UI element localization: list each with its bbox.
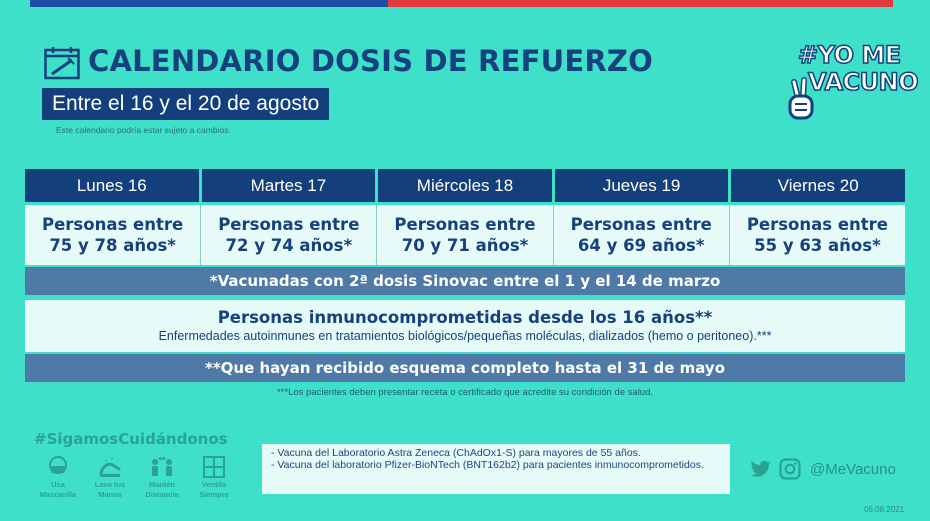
vaccine-info-item: Vacuna del Laboratorio Astra Zeneca (ChA…	[271, 447, 730, 459]
day-header: Jueves 19	[554, 169, 729, 202]
vaccine-info-item: Vacuna del laboratorio Pfizer-BioNTech (…	[271, 459, 730, 471]
age-group-line-1: Personas entre	[570, 215, 712, 234]
age-group-cell: Personas entre 75 y 78 años*	[25, 205, 202, 265]
social-handle[interactable]: @MeVacuno	[810, 460, 896, 478]
age-group-line-1: Personas entre	[42, 215, 184, 234]
publication-date: 06.08.2021	[864, 505, 905, 514]
age-group-cell: Personas entre 64 y 69 años*	[554, 205, 730, 265]
age-group-line-1: Personas entre	[218, 215, 360, 234]
tip-label-2: Mascarilla	[39, 490, 77, 499]
calendar-syringe-icon	[44, 47, 80, 80]
logo-line-1: #YO ME	[797, 41, 902, 69]
footnote-text: ***Los pacientes deben presentar receta …	[276, 387, 654, 398]
peace-hand-icon	[788, 77, 814, 120]
tip-label-2: Siempre	[199, 490, 229, 499]
top-color-bar	[0, 0, 930, 7]
age-group-cell: Personas entre 55 y 63 años*	[730, 205, 905, 265]
age-group-line-2: 72 y 74 años*	[225, 236, 353, 255]
day-header: Viernes 20	[731, 169, 905, 202]
complete-scheme-note-bar: **Que hayan recibido esquema completo ha…	[25, 354, 905, 382]
tip-label-1: Usa	[51, 480, 65, 489]
age-group-line-2: 64 y 69 años*	[577, 236, 705, 255]
tip-label-1: Ventila	[201, 480, 227, 489]
tip-distance: Mantén Distancia	[136, 455, 188, 505]
immunocompromised-section: Personas inmunocomprometidas desde los 1…	[25, 300, 905, 352]
age-group-line-2: 70 y 71 años*	[401, 236, 529, 255]
immunocompromised-detail: Enfermedades autoinmunes en tratamientos…	[158, 329, 772, 343]
sinovac-note-bar: *Vacunadas con 2ª dosis Sinovac entre el…	[25, 267, 905, 295]
day-header: Martes 17	[201, 169, 376, 202]
tip-mask: Usa Mascarilla	[32, 455, 84, 505]
tip-label-1: Mantén	[148, 480, 176, 489]
age-group-line-1: Personas entre	[746, 215, 888, 234]
tip-label-1: Lava tus	[94, 480, 126, 489]
tip-label-2: Distancia	[145, 490, 179, 499]
date-range-subtitle: Entre el 16 y el 20 de agosto	[42, 88, 330, 120]
day-header-row: Lunes 16 Martes 17 Miércoles 18 Jueves 1…	[25, 169, 905, 202]
page-title: CALENDARIO DOSIS DE REFUERZO	[88, 44, 653, 78]
top-bar-red	[388, 0, 893, 7]
window-icon	[203, 456, 225, 478]
top-bar-blue	[30, 0, 388, 7]
day-header: Lunes 16	[25, 169, 199, 202]
mask-icon	[49, 456, 67, 474]
age-group-cell: Personas entre 72 y 74 años*	[201, 205, 378, 265]
hashtag-text: #SigamosCuidándonos	[34, 430, 228, 448]
tip-wash-hands: Lava tus Manos	[84, 455, 136, 505]
social-links: @MeVacuno	[748, 457, 896, 481]
immunocompromised-title: Personas inmunocomprometidas desde los 1…	[217, 308, 713, 327]
age-group-cell: Personas entre 70 y 71 años*	[377, 205, 554, 265]
logo-line-2: VACUNO	[807, 68, 919, 96]
vaccine-info-box: Vacuna del Laboratorio Astra Zeneca (ChA…	[262, 444, 730, 494]
age-group-line-1: Personas entre	[394, 215, 536, 234]
instagram-icon[interactable]	[778, 457, 802, 481]
tip-label-2: Manos	[98, 490, 122, 499]
yo-me-vacuno-logo: #YO ME VACUNO	[786, 40, 919, 126]
age-group-line-2: 55 y 63 años*	[754, 236, 881, 255]
prevention-tips: Usa Mascarilla Lava tus Manos Mantén Dis…	[32, 455, 242, 505]
disclaimer-text: Este calendario podría estar sujeto a ca…	[56, 125, 231, 135]
twitter-icon[interactable]	[748, 457, 772, 481]
age-group-line-2: 75 y 78 años*	[49, 236, 176, 255]
age-group-row: Personas entre 75 y 78 años* Personas en…	[25, 205, 905, 265]
wash-hands-icon	[99, 457, 121, 477]
distance-icon	[152, 456, 172, 476]
tip-ventilate: Ventila Siempre	[188, 455, 240, 505]
day-header: Miércoles 18	[378, 169, 552, 202]
